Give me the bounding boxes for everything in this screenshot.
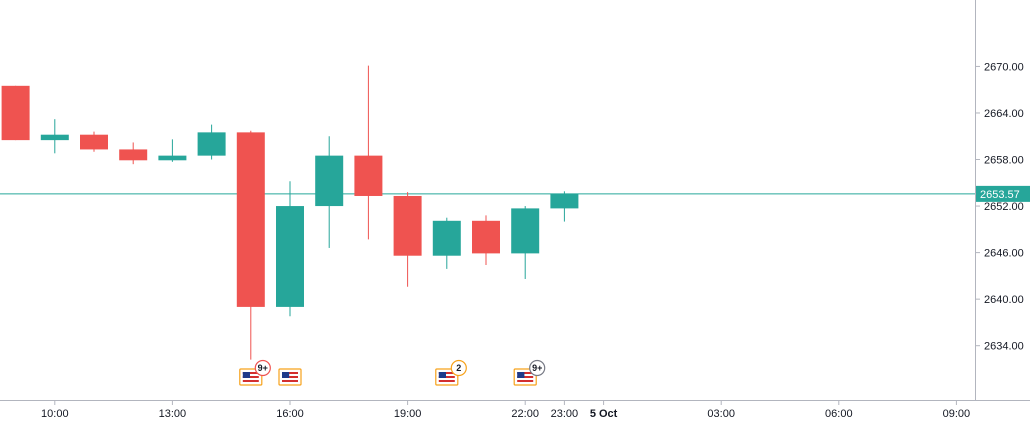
candle-body [276, 206, 304, 307]
y-tick-label[interactable]: 2634.00 [984, 341, 1024, 353]
candle-body [511, 208, 540, 254]
flag-canton [282, 372, 290, 378]
candle-body [80, 134, 108, 150]
flag-stripe [517, 380, 534, 382]
y-axis-ticks[interactable]: 2670.00 2664.00 2658.00 2652.00 2646.00 2640.… [975, 61, 1024, 353]
candle-body [354, 155, 383, 196]
flag-stripe [438, 378, 455, 380]
candle-body [1, 85, 30, 141]
x-axis-ticks[interactable]: 10:00 13:00 16:00 19:00 22:00 23:00 5 Oct 03:00… [41, 400, 970, 420]
flag-stripe [438, 376, 455, 378]
x-tick-label[interactable]: 5 Oct [590, 408, 618, 420]
candle [158, 139, 187, 162]
last-price-tag [976, 185, 1030, 202]
candle-body [432, 220, 461, 256]
candle [393, 192, 422, 287]
flag-stripe [242, 374, 259, 376]
candle-body [119, 149, 148, 161]
candle-body [197, 132, 226, 156]
economic-event-marker[interactable]: 9+ [239, 359, 271, 386]
us-flag-icon [435, 368, 459, 386]
x-tick-label[interactable]: 22:00 [511, 408, 539, 420]
x-tick-label[interactable]: 13:00 [159, 408, 187, 420]
candle [511, 206, 540, 279]
x-tick-label[interactable]: 10:00 [41, 408, 69, 420]
candle-body [550, 193, 579, 209]
candle-body [315, 155, 344, 207]
flag-stripe [517, 376, 534, 378]
flag-canton [517, 372, 525, 378]
x-tick-label[interactable]: 19:00 [394, 408, 422, 420]
y-tick-label[interactable]: 2664.00 [984, 108, 1024, 120]
last-price-label: 2653.57 [980, 189, 1020, 201]
candle [119, 142, 148, 165]
event-count-badge [254, 359, 271, 377]
x-tick-label[interactable]: 23:00 [551, 408, 579, 420]
candle [472, 215, 500, 266]
flag-stripe [282, 380, 298, 382]
y-tick-label[interactable]: 2670.00 [984, 61, 1024, 73]
y-tick-label[interactable]: 2640.00 [984, 294, 1024, 306]
candle [315, 136, 344, 248]
candle-body [158, 155, 187, 161]
economic-event-marker[interactable] [278, 368, 302, 386]
x-tick-label[interactable]: 09:00 [943, 408, 971, 420]
flag-canton [242, 372, 250, 378]
last-price-label-layer: 2653.57 [976, 185, 1030, 202]
candle-body [393, 195, 422, 256]
flag-stripe [517, 372, 534, 374]
candle [80, 131, 108, 152]
economic-event-marker[interactable]: 9+ [513, 359, 546, 386]
candle [550, 191, 579, 222]
event-count-badge [529, 359, 546, 377]
x-tick-label[interactable]: 06:00 [825, 408, 853, 420]
economic-event-marker[interactable]: 2 [435, 359, 467, 386]
axes-layer [0, 0, 1030, 401]
flag-stripe [438, 380, 455, 382]
event-count-label: 9+ [532, 363, 542, 373]
flag-stripe [438, 374, 455, 376]
candle [432, 217, 461, 269]
y-tick-label[interactable]: 2658.00 [984, 155, 1024, 167]
flag-stripe [282, 374, 298, 376]
candle-body [472, 220, 500, 254]
candle [236, 130, 265, 360]
flag-stripe [282, 372, 298, 374]
flag-stripe [438, 372, 455, 374]
flag-stripe [242, 380, 259, 382]
flag-stripe [282, 378, 298, 380]
us-flag-icon [278, 368, 302, 386]
flag-stripe [282, 376, 298, 378]
x-tick-label[interactable]: 03:00 [707, 408, 735, 420]
x-tick-label[interactable]: 16:00 [276, 408, 304, 420]
y-tick-label[interactable]: 2652.00 [984, 201, 1024, 213]
flag-stripe [517, 374, 534, 376]
event-count-label: 2 [456, 363, 461, 373]
y-tick-label[interactable]: 2646.00 [984, 248, 1024, 260]
flag-stripe [517, 378, 534, 380]
candle [1, 85, 30, 141]
us-flag-icon [513, 368, 537, 386]
candle-body [40, 134, 69, 141]
event-count-label: 9+ [258, 363, 268, 373]
candle [276, 181, 304, 317]
events-layer: 9+ 2 9+ [239, 359, 546, 386]
candle-body [236, 132, 265, 307]
flag-stripe [242, 378, 259, 380]
candle [354, 65, 383, 240]
flag-canton [438, 372, 446, 378]
us-flag-icon [239, 368, 263, 386]
candle [40, 119, 69, 154]
flag-stripe [242, 376, 259, 378]
candles-layer [1, 65, 579, 360]
event-count-badge [450, 359, 467, 377]
flag-stripe [242, 372, 259, 374]
candle [197, 124, 226, 160]
